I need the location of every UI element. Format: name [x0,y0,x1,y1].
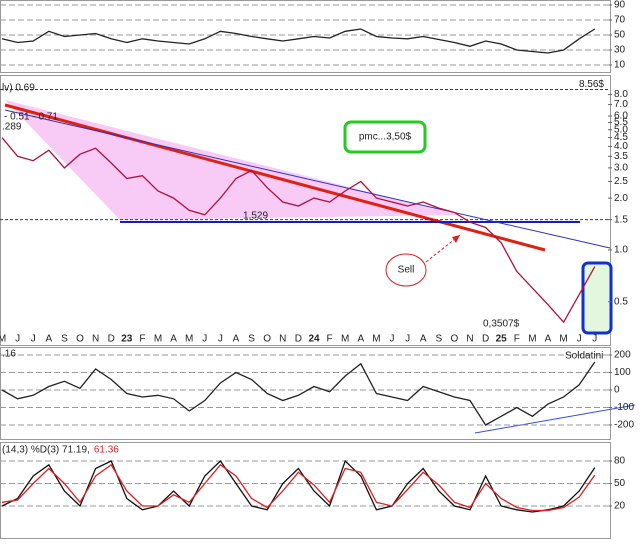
y-tick-label: 5.5 [614,117,628,128]
x-tick-label: F [139,334,145,345]
h-line-label: 8.56$ [579,79,604,90]
pmc-box [343,120,427,154]
x-tick-label: 23 [121,334,133,345]
annotation: - 0.51 - 0.71 [4,112,58,123]
x-tick-label: O [76,334,84,345]
y-tick-label: 90 [614,0,626,11]
x-tick-label: J [202,334,207,345]
x-tick-label: O [451,334,459,345]
x-tick-label: J [218,334,223,345]
x-tick-label: F [327,334,333,345]
annotation: Soldatini [565,351,603,362]
y-tick-label: 0.5 [614,296,628,307]
x-tick-label: A [45,334,52,345]
x-tick-label: J [31,334,36,345]
x-tick-label: S [61,334,68,345]
y-tick-label: 5.0 [614,124,628,135]
stoch-title: (14,3) %D(3) 71.19, [2,445,90,456]
annotation: lv) 0.69 [2,83,35,94]
y-tick-label: 200 [614,350,631,361]
x-tick-label: J [577,334,582,345]
y-tick-label: 20 [614,501,626,512]
series-line [1,137,596,324]
series-line [1,463,596,512]
x-tick-label: M [559,334,567,345]
moving-average [4,109,611,249]
highlight-box [581,261,613,335]
annotation: Sell [398,265,415,276]
macd-panel [0,347,611,440]
sell-circle [385,253,427,287]
y-tick-label: 30 [614,45,626,56]
stoch-value: 61.36 [94,445,119,456]
x-tick-label: J [15,334,20,345]
x-tick-label: J [405,334,410,345]
x-tick-label: A [420,334,427,345]
x-tick-label: M [0,334,6,345]
x-tick-label: S [435,334,442,345]
y-tick-label: 3.5 [614,151,628,162]
y-tick-label: 100 [614,367,631,378]
x-tick-label: M [185,334,193,345]
x-tick-label: J [390,334,395,345]
y-tick-label: 3.0 [614,162,628,173]
x-tick-label: 25 [496,334,508,345]
y-tick-label: 2.0 [614,193,628,204]
x-tick-label: M [372,334,380,345]
y-tick-label: 50 [614,30,626,41]
y-tick-label: 4.0 [614,141,628,152]
series-line [1,361,596,426]
x-tick-label: M [154,334,162,345]
series-line [1,459,596,513]
x-tick-label: N [279,334,286,345]
macd-trendline [474,404,636,434]
annotation: 1,529 [243,211,268,222]
y-tick-label: 8.0 [614,89,628,100]
y-tick-label: 50 [614,478,626,489]
annotation: 0,3507$ [483,319,520,330]
y-tick-label: 1.0 [614,245,628,256]
y-tick-label: 80 [614,456,626,467]
x-tick-label: A [545,334,552,345]
x-tick-label: D [482,334,489,345]
rsi-panel [0,0,611,73]
y-tick-label: 0 [614,385,620,396]
trend-line [4,103,546,252]
x-tick-label: 24 [308,334,320,345]
x-tick-label: O [263,334,271,345]
x-tick-label: M [341,334,349,345]
y-tick-label: 2.5 [614,176,628,187]
y-tick-label: 70 [614,15,626,26]
annotation: .289 [2,122,22,133]
y-tick-label: 4.5 [614,132,628,143]
macd-title: .16 [2,349,16,360]
x-tick-label: N [466,334,473,345]
x-tick-label: M [528,334,536,345]
x-tick-label: S [248,334,255,345]
x-tick-label: J [592,334,597,345]
x-tick-label: D [295,334,302,345]
y-tick-label: 7.0 [614,99,628,110]
x-tick-label: D [108,334,115,345]
annotation: pmc...3,50$ [359,132,412,143]
x-tick-label: N [92,334,99,345]
y-tick-label: 6.0 [614,111,628,122]
y-tick-label: -200 [614,420,634,431]
y-tick-label: 1.5 [614,214,628,225]
x-tick-label: F [514,334,520,345]
x-tick-label: A [170,334,177,345]
x-tick-label: A [357,334,364,345]
price-panel [0,75,611,346]
series-line [1,28,596,54]
y-tick-label: -100 [614,402,634,413]
sell-arrowhead [452,235,460,243]
x-tick-label: A [233,334,240,345]
y-tick-label: 10 [614,60,626,71]
